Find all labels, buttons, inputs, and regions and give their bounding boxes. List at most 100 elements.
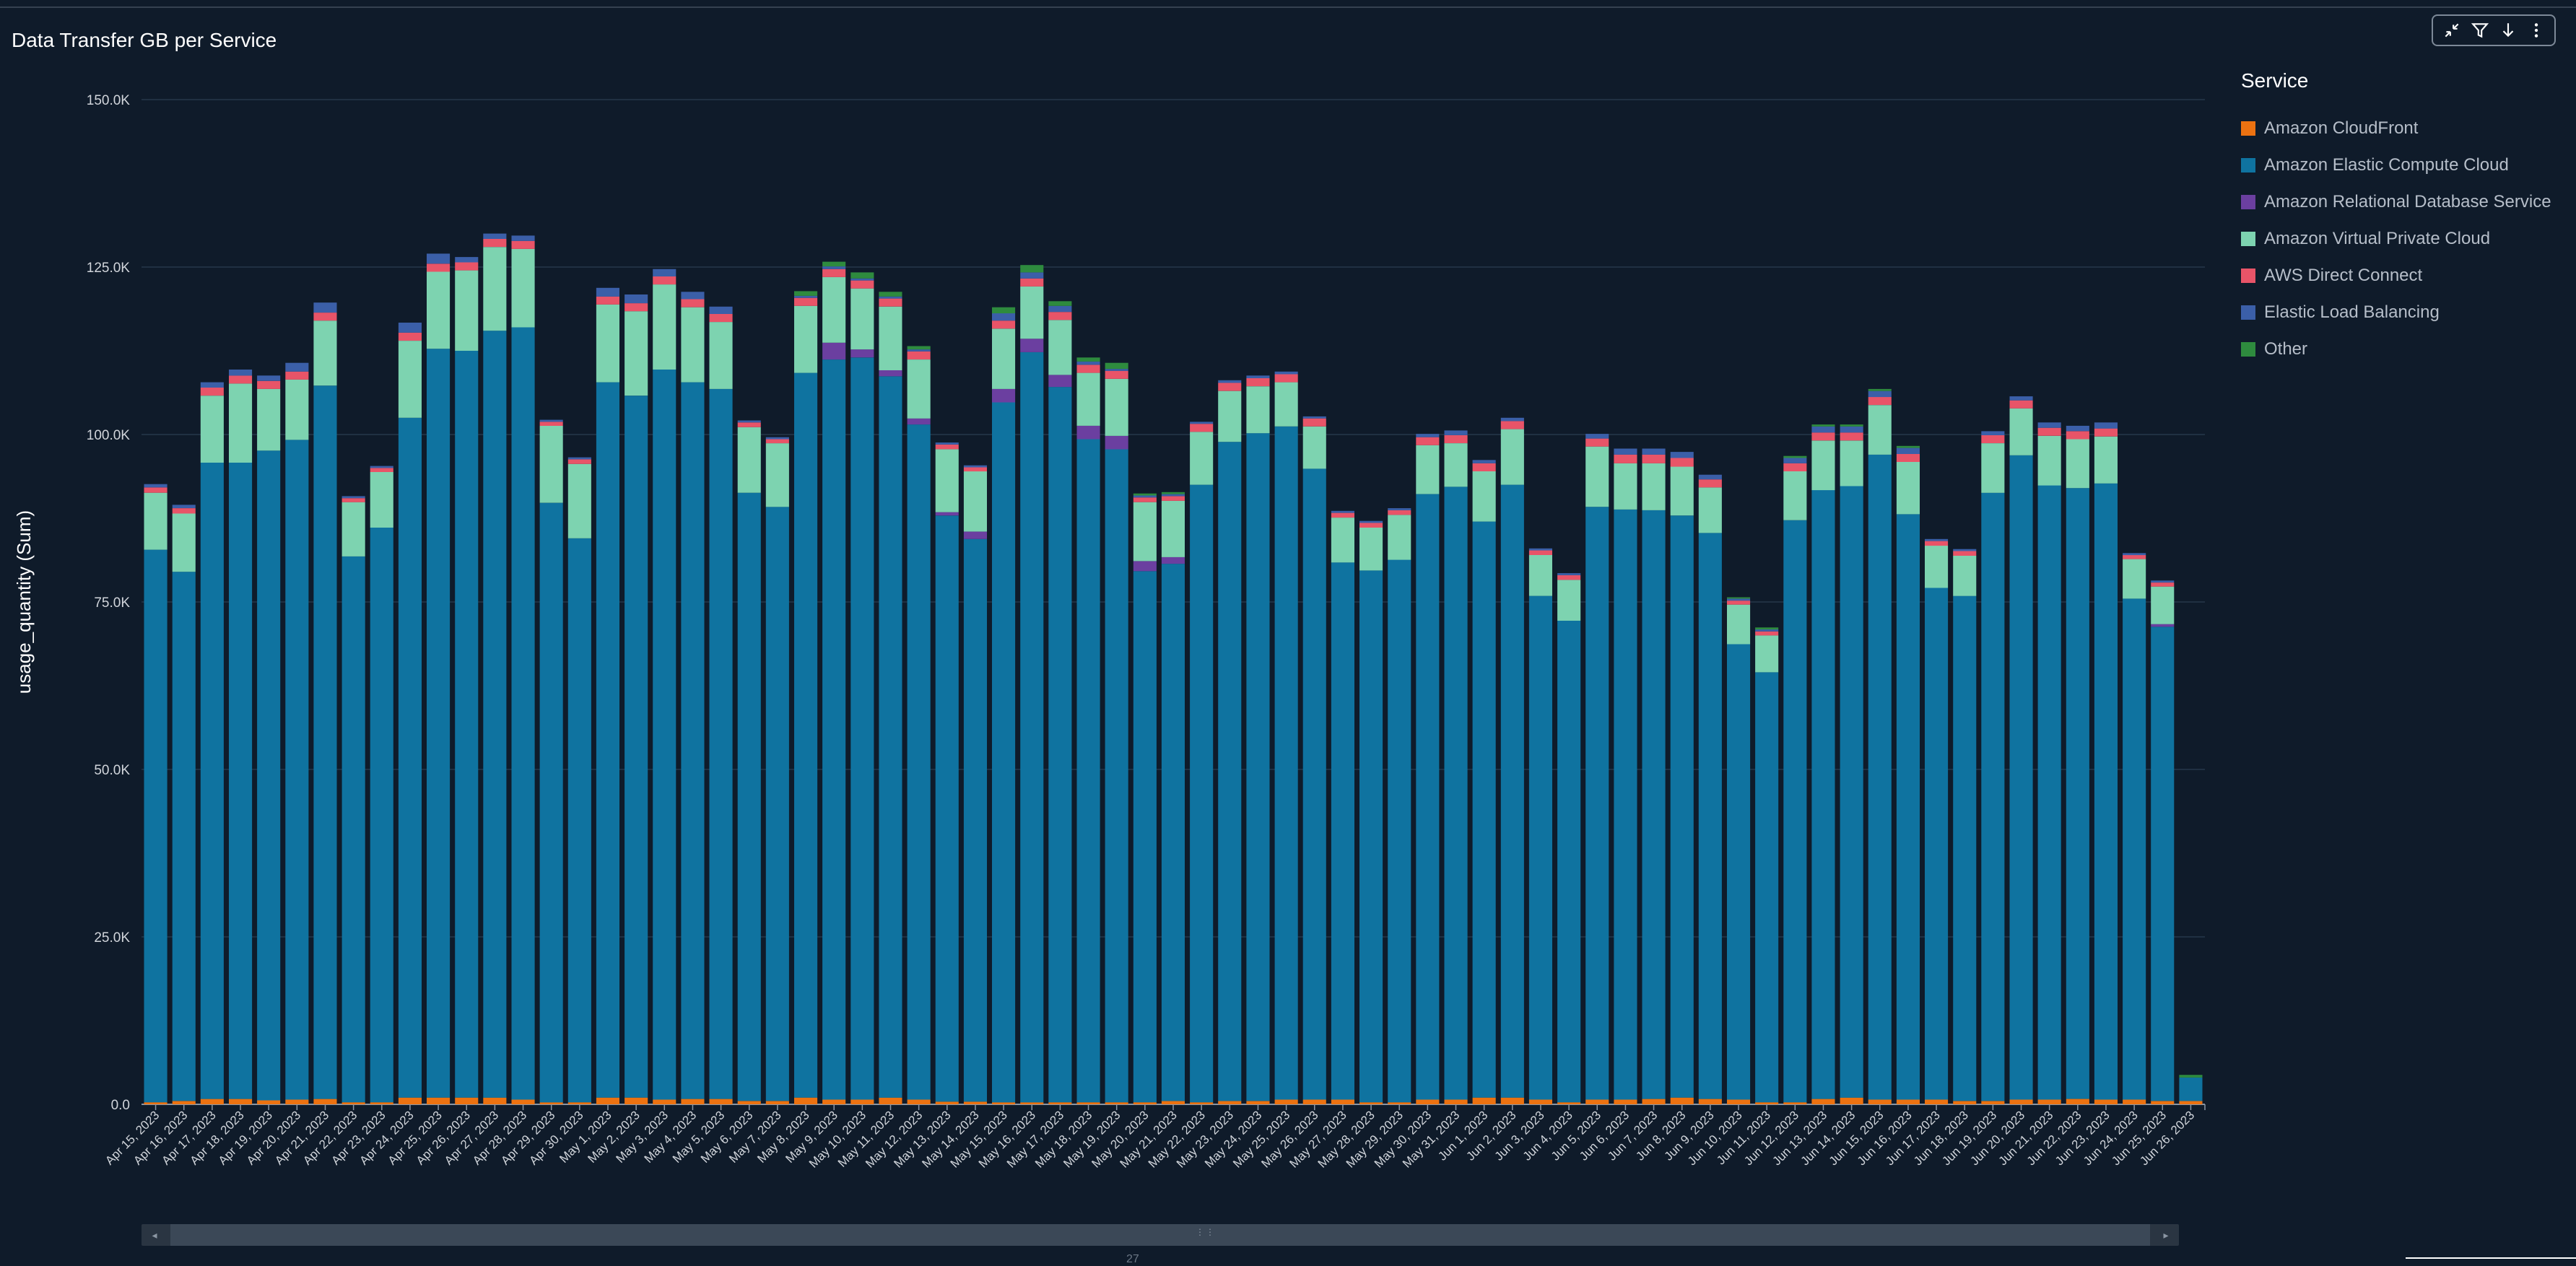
bar-segment: Amazon Elastic Compute Cloud — Apr 15, 2… — [144, 549, 167, 1103]
bar-segment: AWS Direct Connect — Apr 22, 2023: 600 — [341, 498, 365, 502]
bar-segment: AWS Direct Connect — Jun 17, 2023: 700 — [1925, 541, 1949, 546]
horizontal-scrollbar[interactable]: ◂ ⋮⋮ ▸ — [142, 1224, 2179, 1246]
bar-segment: Elastic Load Balancing — May 21, 2023: 3… — [1161, 494, 1185, 497]
bar-segment: Amazon Elastic Compute Cloud — May 4, 20… — [681, 382, 705, 1099]
bar-segment: AWS Direct Connect — May 28, 2023: 700 — [1359, 523, 1383, 528]
corner-divider — [2406, 1257, 2576, 1259]
scrollbar-thumb[interactable]: ⋮⋮ — [170, 1224, 2150, 1246]
bar-segment: Amazon Elastic Compute Cloud — Jun 22, 2… — [2066, 488, 2089, 1099]
bar-segment: Amazon Virtual Private Cloud — Jun 22, 2… — [2066, 439, 2089, 489]
bar-segment: Elastic Load Balancing — Jun 6, 2023: 90… — [1614, 448, 1637, 455]
legend-item[interactable]: Amazon CloudFront — [2241, 110, 2551, 147]
bar-segment: Amazon Virtual Private Cloud — May 13, 2… — [935, 449, 959, 512]
bar-segment: Amazon Relational Database Service — May… — [963, 531, 987, 539]
bar-segment: Amazon Elastic Compute Cloud — May 31, 2… — [1444, 486, 1468, 1100]
bar-segment: Other — May 16, 2023: 1100 — [1020, 265, 1044, 273]
bar-segment: Amazon CloudFront — May 13, 2023: 400 — [935, 1101, 959, 1104]
bar-segment: Elastic Load Balancing — May 19, 2023: 3… — [1105, 369, 1128, 371]
bar-segment: Elastic Load Balancing — Jun 12, 2023: 8… — [1783, 458, 1807, 463]
bar-segment: AWS Direct Connect — May 9, 2023: 1200 — [822, 269, 846, 277]
bar-segment: Amazon Elastic Compute Cloud — Jun 25, 2… — [2151, 627, 2175, 1101]
bar-segment: AWS Direct Connect — May 16, 2023: 1200 — [1020, 278, 1044, 287]
bar-segment: Amazon Virtual Private Cloud — May 8, 20… — [794, 305, 818, 373]
bar-segment: Other — May 19, 2023: 900 — [1105, 362, 1128, 370]
bar-segment: Amazon CloudFront — May 23, 2023: 500 — [1218, 1101, 1242, 1104]
legend-item[interactable]: Other — [2241, 331, 2551, 367]
bar-segment: Amazon Elastic Compute Cloud — Apr 23, 2… — [370, 528, 393, 1103]
bar-segment: Amazon Virtual Private Cloud — May 19, 2… — [1105, 379, 1128, 436]
bar-segment: AWS Direct Connect — May 15, 2023: 1200 — [992, 320, 1016, 329]
collapse-button[interactable] — [2440, 19, 2463, 42]
bar-segment: Amazon CloudFront — Jun 4, 2023: 300 — [1557, 1102, 1581, 1104]
bar-segment: AWS Direct Connect — May 8, 2023: 1200 — [794, 297, 818, 306]
bar-segment: Amazon Virtual Private Cloud — Jun 2, 20… — [1500, 429, 1524, 485]
legend-item[interactable]: AWS Direct Connect — [2241, 257, 2551, 294]
bar-segment: Amazon Elastic Compute Cloud — May 9, 20… — [822, 359, 846, 1100]
bar-segment: Other — Jun 16, 2023: 300 — [1896, 445, 1920, 448]
bar-segment: AWS Direct Connect — Apr 21, 2023: 1200 — [313, 313, 337, 321]
bar-segment: AWS Direct Connect — May 19, 2023: 1200 — [1105, 370, 1128, 379]
bar-segment: AWS Direct Connect — Jun 2, 2023: 1200 — [1500, 421, 1524, 429]
bar-segment: Elastic Load Balancing — May 8, 2023: 30… — [794, 295, 818, 298]
y-tick-label: 25.0K — [94, 930, 130, 946]
bar-segment: Amazon Elastic Compute Cloud — Jun 7, 20… — [1642, 510, 1666, 1099]
bar-segment: AWS Direct Connect — May 31, 2023: 1200 — [1444, 435, 1468, 443]
bar-segment: Amazon Virtual Private Cloud — Apr 29, 2… — [539, 425, 563, 503]
bar-segment: Amazon CloudFront — Apr 25, 2023: 1000 — [427, 1097, 451, 1104]
bar-segment: Amazon Elastic Compute Cloud — May 19, 2… — [1105, 449, 1128, 1103]
bar-segment: Amazon Elastic Compute Cloud — Jun 6, 20… — [1614, 509, 1637, 1100]
bar-segment: Elastic Load Balancing — Jun 7, 2023: 90… — [1642, 448, 1666, 455]
bar-segment: Amazon Elastic Compute Cloud — Jun 3, 20… — [1528, 595, 1552, 1100]
bar-segment: AWS Direct Connect — Jun 19, 2023: 1200 — [1981, 435, 2005, 443]
bar-segment: Elastic Load Balancing — May 7, 2023: 30… — [765, 437, 789, 440]
scroll-left-icon[interactable]: ◂ — [152, 1229, 157, 1241]
bar-segment: Amazon Elastic Compute Cloud — Apr 29, 2… — [539, 502, 563, 1103]
bar-segment: Amazon CloudFront — May 6, 2023: 500 — [737, 1101, 761, 1104]
bar-segment: AWS Direct Connect — May 27, 2023: 700 — [1331, 512, 1354, 518]
legend-item[interactable]: Elastic Load Balancing — [2241, 294, 2551, 331]
legend-item[interactable]: Amazon Virtual Private Cloud — [2241, 220, 2551, 257]
bar-segment: AWS Direct Connect — Apr 30, 2023: 700 — [567, 459, 591, 464]
bar-segment: Elastic Load Balancing — Apr 24, 2023: 1… — [398, 323, 422, 333]
bar-segment: Elastic Load Balancing — Apr 19, 2023: 8… — [257, 375, 281, 381]
bar-segment: Elastic Load Balancing — May 28, 2023: 3… — [1359, 520, 1383, 523]
bar-segment: Amazon Elastic Compute Cloud — Jun 19, 2… — [1981, 492, 2005, 1101]
more-options-button[interactable] — [2525, 19, 2548, 42]
bar-segment: Amazon Virtual Private Cloud — May 10, 2… — [850, 288, 874, 350]
bar-segment: Amazon Virtual Private Cloud — Jun 3, 20… — [1528, 555, 1552, 596]
legend-label: Amazon Virtual Private Cloud — [2264, 228, 2491, 248]
bar-segment: AWS Direct Connect — May 18, 2023: 1200 — [1076, 364, 1100, 373]
bar-segment: Amazon Virtual Private Cloud — Apr 21, 2… — [313, 320, 337, 386]
bar-segment: Elastic Load Balancing — Jun 3, 2023: 30… — [1528, 548, 1552, 551]
filter-button[interactable] — [2468, 19, 2492, 42]
bar-segment: Amazon CloudFront — Jun 1, 2023: 1000 — [1472, 1097, 1496, 1104]
bar-segment: Amazon Elastic Compute Cloud — May 11, 2… — [879, 376, 902, 1098]
bar-segment: Other — May 21, 2023: 300 — [1161, 492, 1185, 494]
bar-segment: Elastic Load Balancing — Apr 15, 2023: 5… — [144, 484, 167, 488]
legend-item[interactable]: Amazon Relational Database Service — [2241, 183, 2551, 220]
y-tick-label: 100.0K — [87, 428, 131, 443]
bar-segment: Amazon CloudFront — Jun 24, 2023: 700 — [2123, 1099, 2146, 1104]
bar-segment: Amazon Elastic Compute Cloud — Jun 13, 2… — [1811, 490, 1835, 1099]
bar-segment: Amazon Elastic Compute Cloud — May 15, 2… — [992, 402, 1016, 1103]
bar-segment: Amazon Elastic Compute Cloud — May 13, 2… — [935, 515, 959, 1102]
bar-segment: Amazon Elastic Compute Cloud — Jun 26, 2… — [2179, 1077, 2203, 1101]
scroll-right-icon[interactable]: ▸ — [2163, 1229, 2169, 1241]
bar-segment: Amazon CloudFront — Jun 22, 2023: 800 — [2066, 1099, 2089, 1104]
bar-segment: AWS Direct Connect — May 17, 2023: 1200 — [1048, 312, 1072, 320]
bar-segment: Amazon Virtual Private Cloud — Jun 15, 2… — [1868, 405, 1892, 455]
bar-segment: Elastic Load Balancing — Jun 25, 2023: 3… — [2151, 580, 2175, 583]
download-button[interactable] — [2497, 19, 2520, 42]
bar-segment: Amazon Elastic Compute Cloud — May 21, 2… — [1161, 564, 1185, 1101]
legend-item[interactable]: Amazon Elastic Compute Cloud — [2241, 147, 2551, 183]
bar-segment: Amazon CloudFront — Jun 7, 2023: 800 — [1642, 1099, 1666, 1104]
bar-segment: Elastic Load Balancing — Apr 28, 2023: 8… — [511, 235, 535, 241]
bar-segment: Other — May 17, 2023: 700 — [1048, 301, 1072, 306]
bar-segment: Elastic Load Balancing — Jun 16, 2023: 9… — [1896, 448, 1920, 454]
bar-segment: AWS Direct Connect — Jun 23, 2023: 1200 — [2094, 428, 2118, 437]
bar-segment: Amazon Elastic Compute Cloud — May 25, 2… — [1274, 426, 1298, 1100]
bar-segment: Amazon CloudFront — Jun 3, 2023: 700 — [1528, 1099, 1552, 1104]
bar-segment: Amazon Virtual Private Cloud — May 14, 2… — [963, 471, 987, 532]
bar-segment: AWS Direct Connect — Apr 26, 2023: 1200 — [455, 262, 479, 271]
scroll-grip-icon: ⋮⋮ — [1196, 1227, 1216, 1237]
